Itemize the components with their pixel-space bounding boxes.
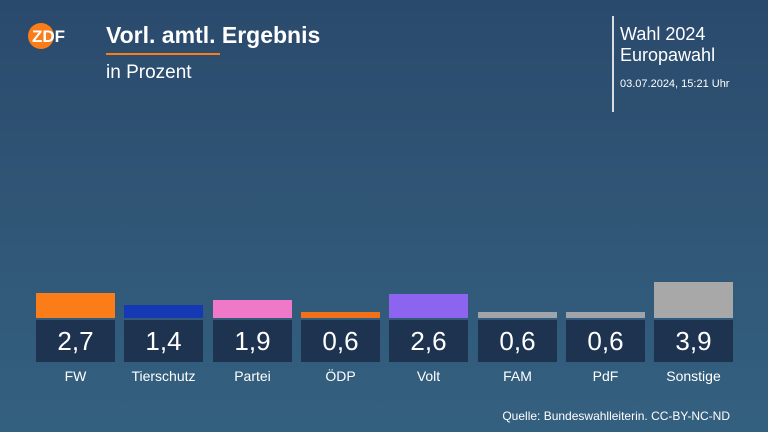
zdf-logo: ZDF — [28, 23, 65, 49]
source-note: Quelle: Bundeswahlleiterin. CC-BY-NC-ND — [502, 409, 730, 423]
bar-4 — [389, 294, 468, 318]
svg-text:ZDF: ZDF — [32, 27, 65, 46]
bar-6 — [566, 312, 645, 318]
bar-0 — [36, 293, 115, 318]
bar-5 — [478, 312, 557, 318]
chart-title: Vorl. amtl. Ergebnis — [106, 22, 321, 48]
bar-7 — [654, 282, 733, 318]
election-info: Wahl 2024 Europawahl — [620, 24, 715, 66]
value-label-5: 0,6 — [478, 320, 557, 362]
timestamp: 03.07.2024, 15:21 Uhr — [620, 78, 730, 90]
bar-1 — [124, 305, 203, 318]
election-year: Wahl 2024 — [620, 24, 706, 44]
category-label-4: Volt — [416, 368, 441, 384]
title-underline — [106, 53, 220, 55]
category-label-2: Partei — [234, 368, 271, 384]
category-label-0: FW — [64, 368, 87, 384]
value-label-3: 0,6 — [301, 320, 380, 362]
category-label-1: Tierschutz — [131, 368, 196, 384]
value-label-6: 0,6 — [566, 320, 645, 362]
value-label-7: 3,9 — [654, 320, 733, 362]
value-label-2: 1,9 — [213, 320, 292, 362]
value-label-4: 2,6 — [389, 320, 468, 362]
header-divider — [612, 16, 614, 112]
chart-subtitle: in Prozent — [106, 62, 192, 83]
election-name: Europawahl — [620, 45, 716, 65]
bar-3 — [301, 312, 380, 318]
category-label-3: ÖDP — [325, 368, 356, 384]
bar-2 — [213, 300, 292, 318]
value-label-0: 2,7 — [36, 320, 115, 362]
category-label-7: Sonstige — [666, 368, 721, 384]
category-label-6: PdF — [592, 368, 619, 384]
value-label-1: 1,4 — [124, 320, 203, 362]
category-label-5: FAM — [503, 368, 532, 384]
